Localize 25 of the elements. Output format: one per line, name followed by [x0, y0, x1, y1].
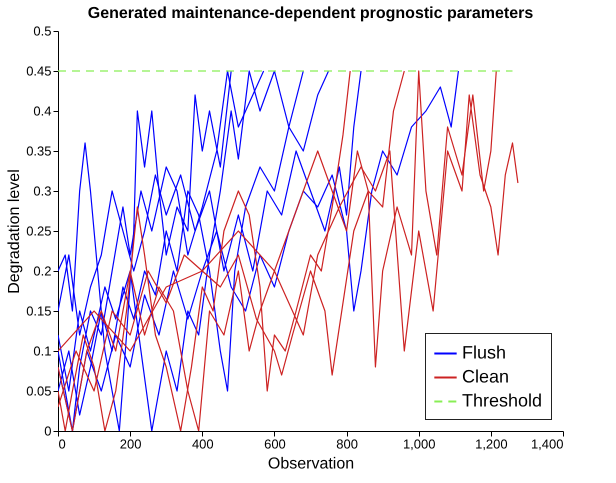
legend-label: Threshold [462, 390, 542, 410]
x-tick-label: 0 [58, 436, 66, 452]
y-tick-label: 0.1 [33, 344, 52, 358]
legend-label: Flush [462, 342, 506, 362]
x-tick-label: 200 [120, 436, 142, 452]
y-tick-label: 0.25 [26, 224, 52, 238]
y-tick-label: 0.2 [33, 264, 52, 278]
y-tick-label: 0.45 [26, 64, 52, 78]
y-tick-label: 0.15 [26, 304, 52, 318]
x-tick-label: 1,400 [530, 436, 564, 452]
x-tick-label: 1,200 [475, 436, 508, 452]
x-tick-label: 600 [264, 436, 286, 452]
chart-title: Generated maintenance-dependent prognostic parameters [88, 5, 534, 22]
x-tick-label: 1,000 [402, 436, 436, 452]
y-tick-label: 0.05 [26, 384, 52, 398]
y-tick-label: 0 [44, 424, 52, 438]
x-tick-label: 800 [336, 436, 358, 452]
y-tick-label: 0.35 [26, 144, 52, 158]
x-tick-label: 400 [192, 436, 214, 452]
y-tick-label: 0.4 [33, 104, 52, 118]
legend-label: Clean [462, 366, 510, 386]
y-tick-label: 0.5 [33, 24, 52, 38]
y-tick-label: 0.3 [33, 184, 52, 198]
x-axis-title: Observation [268, 456, 354, 472]
y-axis-title: Degradation level [6, 169, 24, 294]
